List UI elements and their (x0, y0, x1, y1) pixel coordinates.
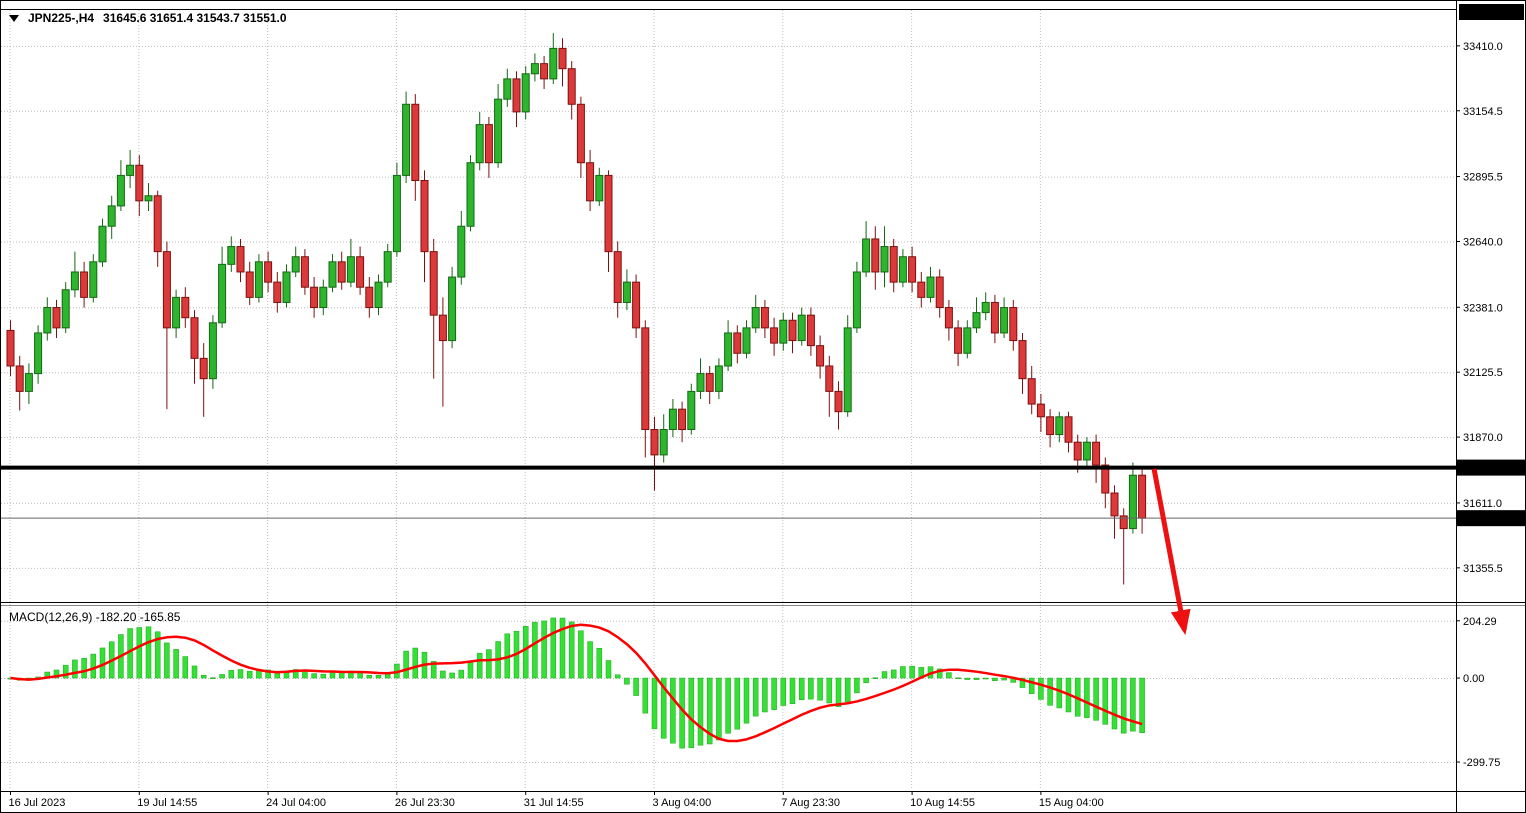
price-tick-label: 31611.0 (1463, 498, 1502, 510)
price-tick-label: 31355.5 (1463, 563, 1503, 575)
indicator-tick-label: 0.00 (1463, 673, 1484, 685)
time-axis[interactable]: 16 Jul 2023 19 Jul 14:55 24 Jul 04:00 26 Ju… (9, 791, 1104, 809)
time-tick-label: 7 Aug 23:30 (781, 797, 840, 809)
indicator-axis[interactable]: 204.29 0.00 -299.75 (1456, 616, 1500, 769)
price-tick-label: 31870.0 (1463, 432, 1503, 444)
time-tick-label: 31 Jul 14:55 (524, 797, 584, 809)
price-tick-label: 32640.0 (1463, 236, 1503, 248)
price-tick-label: 32125.5 (1463, 367, 1503, 379)
candlestick-series (6, 33, 1147, 585)
macd-series (7, 617, 1145, 749)
chart-title-overlay: JPN225-,H4 31645.6 31651.4 31543.7 31551… (9, 11, 287, 25)
collapse-ohlc-icon[interactable] (9, 14, 19, 22)
price-badge-label: 31750.0 (1463, 463, 1503, 475)
price-badge (1457, 510, 1525, 527)
time-tick-label: 15 Aug 04:00 (1039, 797, 1104, 809)
grid-lines (1, 10, 1456, 790)
ohlc-values: 31645.6 31651.4 31543.7 31551.0 (103, 11, 287, 25)
time-tick-label: 19 Jul 14:55 (137, 797, 197, 809)
price-axis[interactable]: 33410.0 33154.5 32895.5 32640.0 32381.0 32125… (1456, 41, 1526, 575)
symbol-timeframe-label: JPN225-,H4 (28, 11, 95, 25)
indicator-tick-label: 204.29 (1463, 616, 1497, 628)
sell-arrow-object[interactable] (1151, 468, 1191, 636)
price-tick-label: 32895.5 (1463, 172, 1503, 184)
price-badge-label: 31551.0 (1463, 513, 1503, 525)
price-tick-label: 33154.5 (1463, 106, 1503, 118)
price-badge (1457, 459, 1525, 476)
time-tick-label: 26 Jul 23:30 (395, 797, 455, 809)
axis-corner-box (1459, 4, 1524, 20)
price-tick-label: 32381.0 (1463, 302, 1503, 314)
time-tick-label: 24 Jul 04:00 (266, 797, 326, 809)
macd-indicator-label: MACD(12,26,9) -182.20 -165.85 (9, 610, 181, 624)
time-tick-label: 10 Aug 14:55 (910, 797, 975, 809)
indicator-tick-label: -299.75 (1463, 757, 1500, 769)
price-tick-label: 33410.0 (1463, 41, 1503, 53)
time-tick-label: 16 Jul 2023 (9, 797, 66, 809)
time-tick-label: 3 Aug 04:00 (653, 797, 712, 809)
